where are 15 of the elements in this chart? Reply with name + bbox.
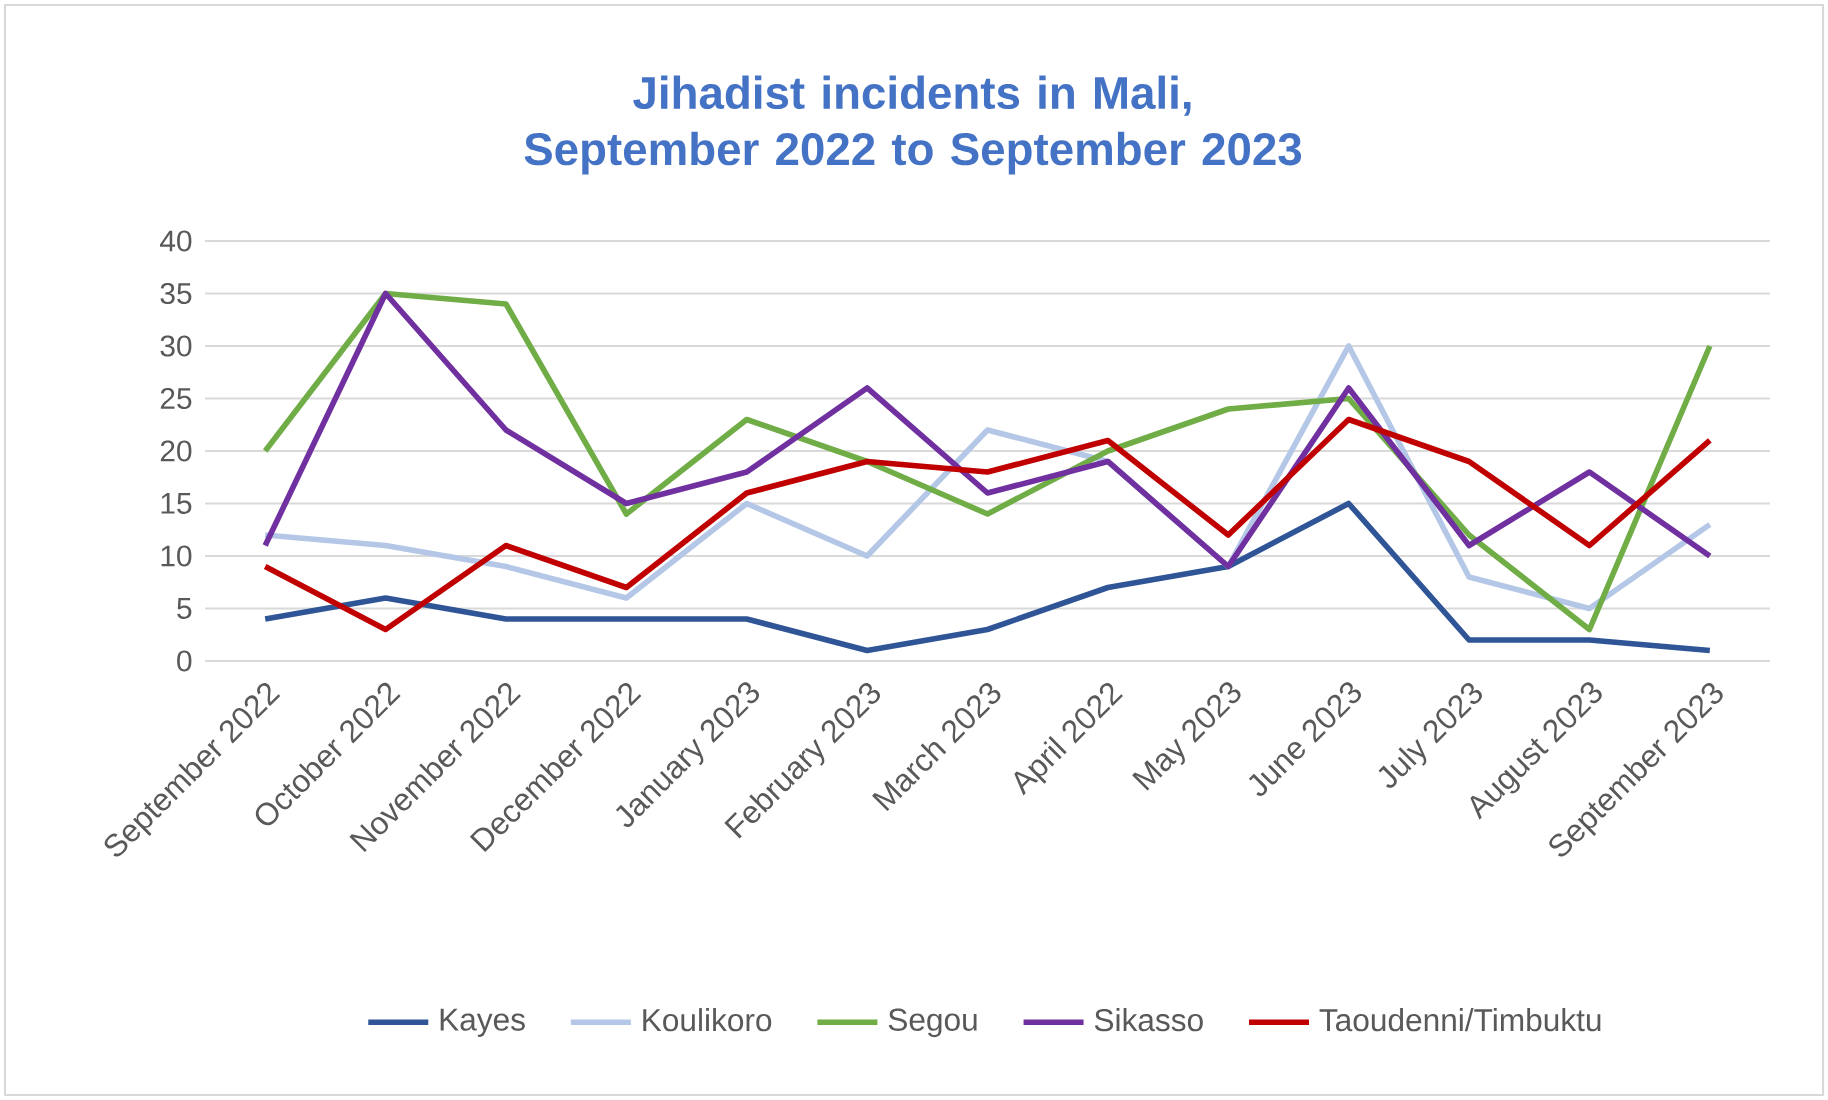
y-tick-label: 10 (161, 545, 192, 567)
y-tick-label: 35 (160, 282, 192, 305)
legend-label: Koulikoro (643, 1008, 772, 1032)
legend-label: Taoudenni/Timbuktu (1319, 1008, 1601, 1032)
legend-label: Sikasso (1094, 1008, 1203, 1032)
y-tick-label: 30 (160, 335, 192, 357)
y-tick-label: 20 (160, 440, 192, 462)
y-tick-label: 5 (177, 598, 192, 619)
y-tick-label: 0 (177, 650, 192, 672)
chart-title: Jihadist incidents in Mali, September 2022 to September 2023 (524, 75, 1302, 175)
y-tick-label: 40 (160, 230, 192, 252)
legend-label: Kayes (440, 1008, 525, 1037)
y-tick-label: 15 (161, 493, 192, 514)
legend-label: Segou (888, 1008, 977, 1038)
y-tick-label: 25 (160, 387, 192, 410)
